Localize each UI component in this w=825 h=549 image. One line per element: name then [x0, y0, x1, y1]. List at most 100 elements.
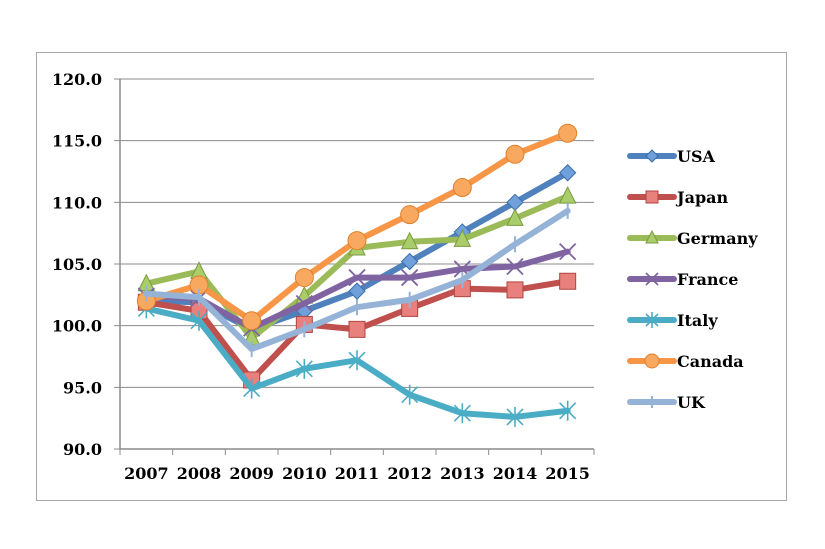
- legend-item-uk: UK: [627, 393, 706, 412]
- circle-marker: [400, 205, 420, 225]
- star-marker: [645, 312, 659, 328]
- data-point-marker: [645, 229, 659, 244]
- data-point-marker: [294, 268, 314, 288]
- data-point-marker: [400, 231, 419, 250]
- triangle-marker: [506, 208, 524, 226]
- square-marker: [348, 320, 366, 338]
- data-point-marker: [645, 190, 659, 204]
- series-uk: [143, 202, 571, 358]
- y-tick-label: 110.0: [52, 193, 102, 212]
- circle-marker: [294, 268, 314, 288]
- y-tick-label: 100.0: [52, 317, 102, 336]
- star-marker: [401, 384, 419, 405]
- data-point-marker: [242, 311, 262, 331]
- square-marker: [645, 190, 659, 204]
- star-marker: [453, 403, 471, 424]
- circle-marker: [242, 311, 262, 331]
- series: [136, 123, 578, 427]
- y-tick-label: 95.0: [63, 378, 102, 397]
- y-tick-label: 105.0: [52, 255, 102, 274]
- circle-marker: [644, 353, 660, 369]
- diamond-marker: [645, 149, 659, 163]
- x-marker: [506, 257, 524, 276]
- star-marker: [348, 350, 366, 371]
- data-point-marker: [506, 406, 524, 427]
- legend-label: Germany: [677, 229, 758, 248]
- triangle-marker: [558, 186, 577, 204]
- x-marker: [645, 272, 659, 286]
- circle-marker: [452, 178, 472, 198]
- data-point-marker: [190, 310, 208, 331]
- legend-item-japan: Japan: [627, 188, 728, 207]
- data-point-marker: [559, 243, 577, 261]
- legend-item-italy: Italy: [627, 311, 718, 330]
- x-tick-label: 2015: [545, 464, 590, 483]
- star-marker: [243, 378, 261, 399]
- legend-label: Japan: [675, 188, 728, 207]
- legend-item-usa: USA: [627, 147, 716, 166]
- data-point-marker: [243, 378, 261, 399]
- data-point-marker: [559, 272, 577, 290]
- circle-marker: [505, 144, 525, 164]
- x-marker: [348, 268, 366, 287]
- axes: [114, 78, 595, 455]
- data-point-marker: [295, 358, 313, 379]
- diamond-marker: [400, 252, 419, 271]
- y-tick-label: 115.0: [52, 132, 102, 151]
- data-point-marker: [506, 281, 524, 299]
- x-marker: [401, 268, 419, 287]
- x-tick-label: 2008: [177, 464, 222, 483]
- data-point-marker: [558, 186, 577, 204]
- data-point-marker: [645, 149, 659, 163]
- series-canada: [136, 123, 578, 331]
- data-point-marker: [401, 268, 419, 287]
- data-point-marker: [348, 282, 366, 300]
- data-point-marker: [452, 178, 472, 198]
- diamond-marker: [348, 282, 366, 300]
- x-tick-label: 2007: [124, 464, 169, 483]
- data-point-marker: [559, 400, 577, 421]
- data-point-marker: [645, 312, 659, 328]
- data-point-marker: [645, 272, 659, 286]
- data-point-marker: [558, 164, 577, 182]
- data-point-marker: [400, 252, 419, 271]
- x-tick-label: 2009: [229, 464, 274, 483]
- chart-frame: [36, 52, 787, 501]
- data-point-marker: [505, 144, 525, 164]
- triangle-marker: [453, 229, 472, 247]
- data-point-marker: [506, 257, 524, 276]
- data-point-marker: [347, 231, 367, 251]
- data-point-marker: [348, 320, 366, 338]
- x-marker: [295, 294, 313, 313]
- star-marker: [190, 310, 208, 331]
- diamond-marker: [558, 164, 577, 182]
- star-marker: [506, 406, 524, 427]
- data-point-marker: [644, 353, 660, 369]
- data-point-marker: [400, 205, 420, 225]
- legend-label: France: [677, 270, 738, 289]
- x-tick-label: 2010: [282, 464, 327, 483]
- legend-item-germany: Germany: [627, 229, 758, 248]
- data-point-marker: [506, 208, 524, 226]
- data-point-marker: [295, 294, 313, 313]
- data-point-marker: [453, 229, 472, 247]
- square-marker: [506, 281, 524, 299]
- data-point-marker: [453, 403, 471, 424]
- x-tick-label: 2012: [387, 464, 432, 483]
- star-marker: [295, 358, 313, 379]
- y-tick-label: 120.0: [52, 70, 102, 89]
- legend-item-france: France: [627, 270, 738, 289]
- data-point-marker: [401, 384, 419, 405]
- x-tick-label: 2013: [440, 464, 485, 483]
- legend: USA Japan Germany France Italy Canada UK: [627, 147, 758, 412]
- data-point-marker: [348, 268, 366, 287]
- star-marker: [559, 400, 577, 421]
- x-tick-label: 2014: [493, 464, 538, 483]
- data-point-marker: [348, 350, 366, 371]
- legend-label: Canada: [677, 352, 744, 371]
- legend-label: USA: [677, 147, 716, 166]
- data-point-marker: [558, 123, 578, 143]
- y-axis-tick-labels: 90.0 95.0 100.0 105.0 110.0 115.0 120.0: [52, 70, 102, 459]
- legend-label: Italy: [677, 311, 718, 330]
